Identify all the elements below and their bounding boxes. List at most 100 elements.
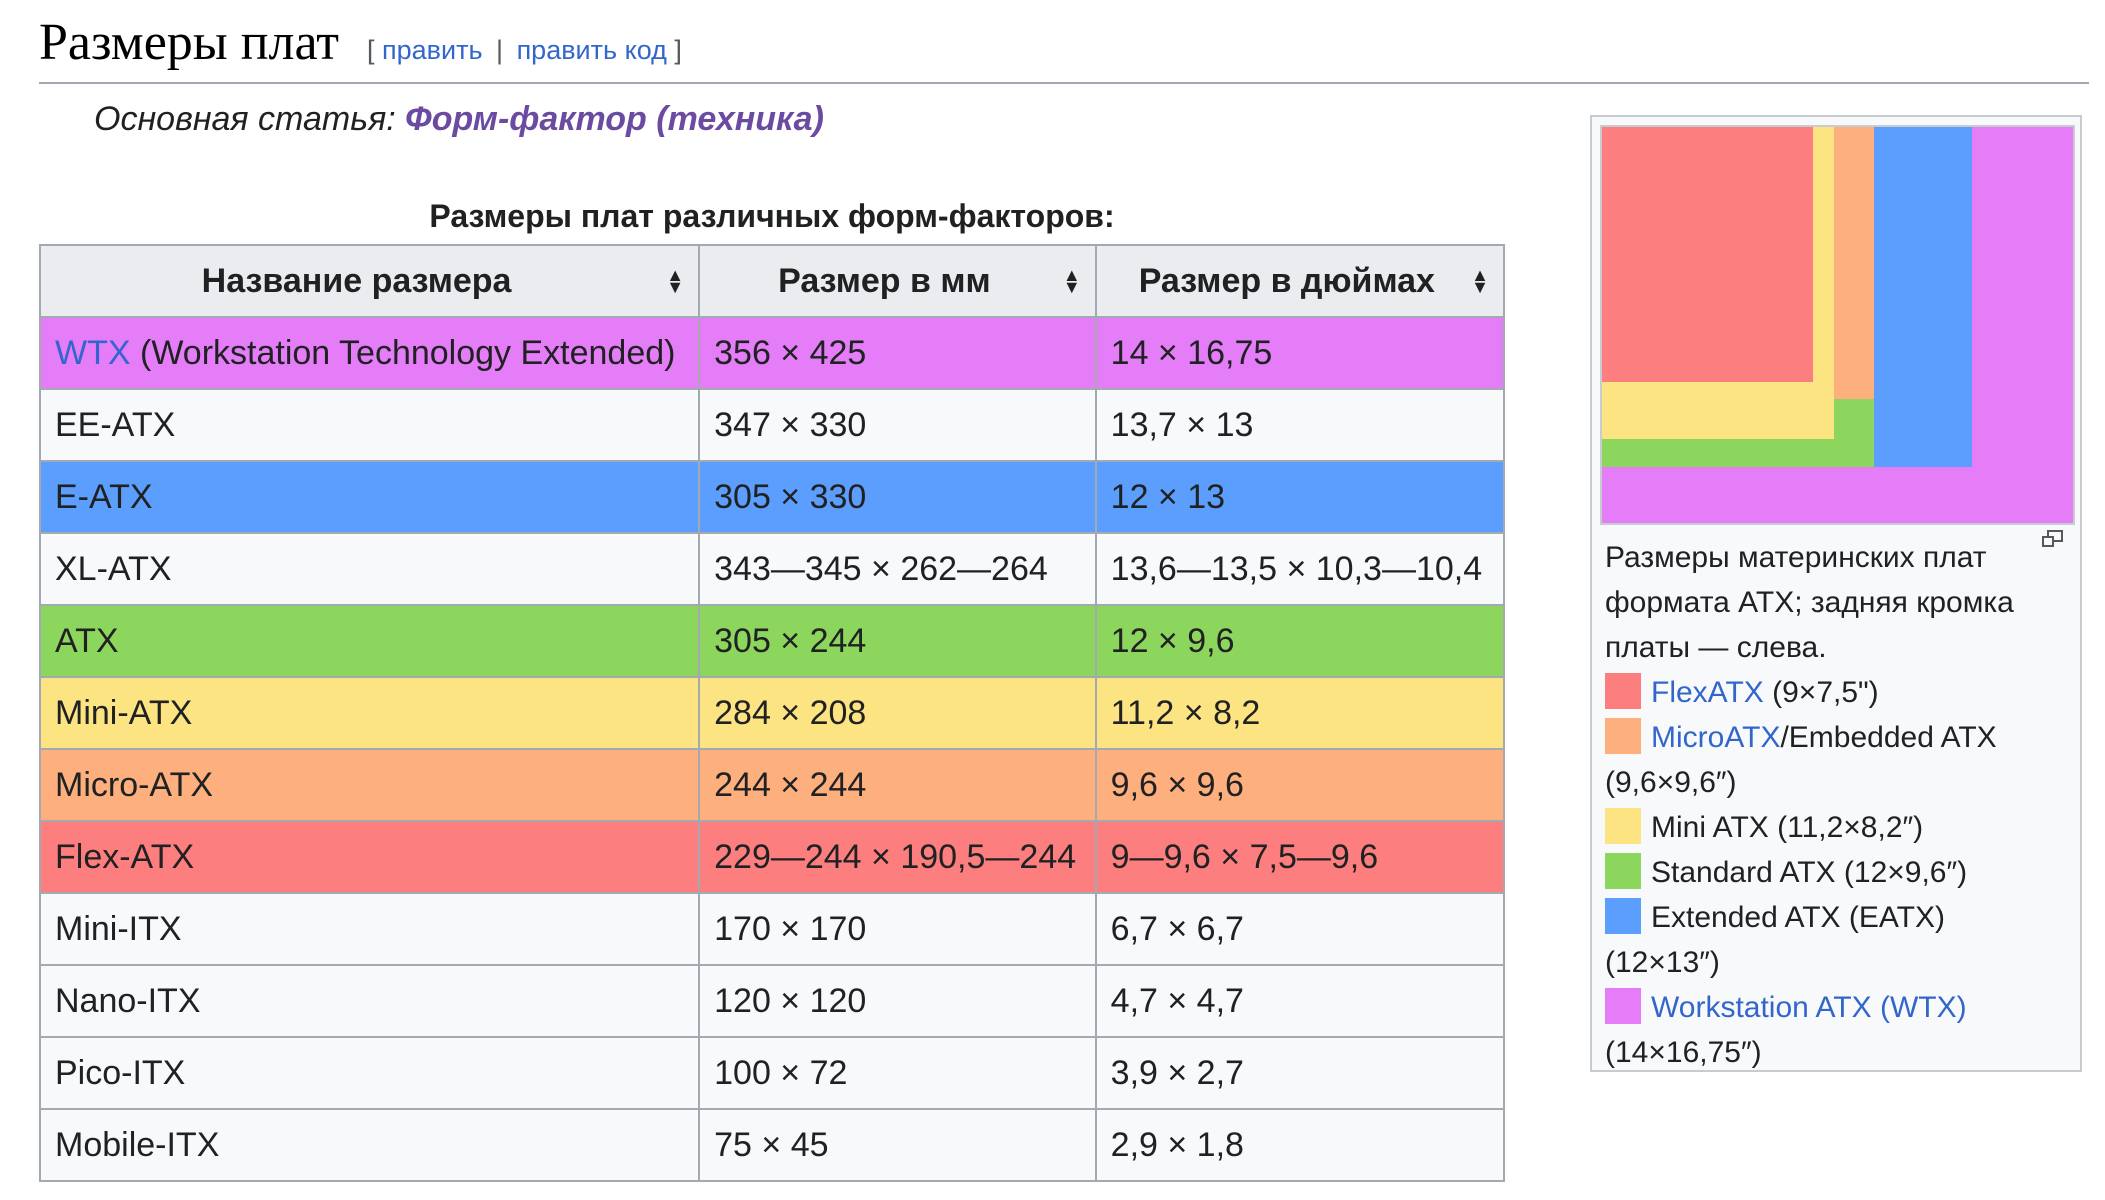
legend-item: Standard ATX (12×9,6″) [1605,850,2045,895]
cell-size-inch: 2,9 × 1,8 [1094,1108,1506,1182]
cell-size-name: Nano-ITX [38,964,701,1038]
cell-size-inch: 9—9,6 × 7,5—9,6 [1094,820,1506,894]
hatnote: Основная статья: Форм-фактор (техника) [94,100,824,139]
table-row: WTX (Workstation Technology Extended) 356… [38,316,1506,390]
legend-item: FlexATX (9×7,5") [1605,670,2045,715]
legend-text: /Embedded ATX (9,6×9,6″) [1605,721,1997,799]
table-row: Mobile-ITX 75 × 45 2,9 × 1,8 [38,1108,1506,1182]
cell-size-mm: 120 × 120 [698,964,1097,1038]
size-name-text: Mini-ITX [55,909,182,948]
table-row: Pico-ITX 100 × 72 3,9 × 2,7 [38,1036,1506,1110]
size-name-text: EE-ATX [55,405,176,444]
cell-size-mm: 100 × 72 [698,1036,1097,1110]
cell-size-inch: 12 × 13 [1094,460,1506,534]
size-name-text: Mobile-ITX [55,1125,220,1164]
cell-size-mm: 244 × 244 [698,748,1097,822]
cell-size-inch: 11,2 × 8,2 [1094,676,1506,750]
legend-item: MicroATX/Embedded ATX (9,6×9,6″) [1605,715,2045,805]
section-title: Размеры плат [39,14,339,71]
edit-link[interactable]: править [382,35,483,65]
cell-size-name: XL-ATX [38,532,701,606]
cell-size-name: Mobile-ITX [38,1108,701,1182]
cell-size-inch: 6,7 × 6,7 [1094,892,1506,966]
legend-link[interactable]: FlexATX [1651,676,1764,709]
sort-icon[interactable]: ▲ ▼ [666,265,685,297]
legend-text: Standard ATX (12×9,6″) [1651,856,1968,889]
size-name-link[interactable]: WTX [55,333,131,372]
atx-sizes-diagram [1602,127,2073,523]
cell-size-mm: 347 × 330 [698,388,1097,462]
hatnote-prefix: Основная статья: [94,100,406,138]
size-name-text: XL-ATX [55,549,172,588]
legend-item: Mini ATX (11,2×8,2″) [1605,805,2045,850]
table-row: Flex-ATX 229—244 × 190,5—244 9—9,6 × 7,5—9… [38,820,1506,894]
cell-size-mm: 356 × 425 [698,316,1097,390]
cell-size-inch: 13,7 × 13 [1094,388,1506,462]
legend-swatch [1605,808,1641,844]
flexatx-area [1602,127,1813,382]
size-name-text: ATX [55,621,119,660]
atx-sizes-image[interactable] [1600,125,2075,525]
table-row: Mini-ITX 170 × 170 6,7 × 6,7 [38,892,1506,966]
table-body: WTX (Workstation Technology Extended) 356… [38,316,1506,1182]
cell-size-mm: 284 × 208 [698,676,1097,750]
magnify-icon[interactable] [2042,530,2064,548]
legend: FlexATX (9×7,5") MicroATX/Embedded ATX (9… [1605,670,2045,1075]
section-heading: Размеры плат [ править | править код ] [39,8,2089,84]
legend-swatch [1605,988,1641,1024]
cell-size-mm: 305 × 330 [698,460,1097,534]
cell-size-inch: 12 × 9,6 [1094,604,1506,678]
column-header-mm[interactable]: Размер в мм ▲ ▼ [698,244,1097,318]
size-name-text: Mini-ATX [55,693,193,732]
table-row: XL-ATX 343—345 × 262—264 13,6—13,5 × 10,3—… [38,532,1506,606]
cell-size-mm: 305 × 244 [698,604,1097,678]
legend-link[interactable]: MicroATX [1651,721,1781,754]
size-name-text: Pico-ITX [55,1053,186,1092]
cell-size-mm: 170 × 170 [698,892,1097,966]
cell-size-name: Micro-ATX [38,748,701,822]
table-row: Mini-ATX 284 × 208 11,2 × 8,2 [38,676,1506,750]
size-name-text: Flex-ATX [55,837,195,876]
size-name-text: Nano-ITX [55,981,201,1020]
cell-size-name: EE-ATX [38,388,701,462]
legend-link[interactable]: Workstation ATX (WTX) [1651,991,1967,1024]
table-header-row: Название размера ▲ ▼ Размер в мм ▲ ▼ Разме… [38,244,1506,318]
legend-text: (9×7,5") [1763,676,1879,709]
edit-code-link[interactable]: править код [516,35,667,65]
cell-size-inch: 14 × 16,75 [1094,316,1506,390]
cell-size-name: Flex-ATX [38,820,701,894]
table-caption: Размеры плат различных форм-факторов: [429,198,1115,234]
legend-item: Extended ATX (EATX) (12×13″) [1605,895,2045,985]
legend-text: (14×16,75″) [1605,1036,1762,1069]
legend-text: Extended ATX (EATX) (12×13″) [1605,901,1946,979]
thumbnail-caption: Размеры материнских плат формата ATX; за… [1605,535,2045,1075]
cell-size-mm: 229—244 × 190,5—244 [698,820,1097,894]
table-row: Nano-ITX 120 × 120 4,7 × 4,7 [38,964,1506,1038]
cell-size-mm: 343—345 × 262—264 [698,532,1097,606]
column-header-name[interactable]: Название размера ▲ ▼ [38,244,701,318]
legend-swatch [1605,718,1641,754]
legend-swatch [1605,898,1641,934]
cell-size-inch: 4,7 × 4,7 [1094,964,1506,1038]
table-row: E-ATX 305 × 330 12 × 13 [38,460,1506,534]
cell-size-inch: 9,6 × 9,6 [1094,748,1506,822]
legend-swatch [1605,673,1641,709]
cell-size-name: E-ATX [38,460,701,534]
caption-description: Размеры материнских плат формата ATX; за… [1605,541,2014,664]
size-name-text: E-ATX [55,477,153,516]
sort-icon[interactable]: ▲ ▼ [1062,265,1081,297]
main-article-link[interactable]: Форм-фактор (техника) [405,100,824,138]
size-name-text: Micro-ATX [55,765,214,804]
edit-section: [ править | править код ] [366,35,682,65]
size-name-text: (Workstation Technology Extended) [130,333,676,372]
thumbnail-figure: Размеры материнских плат формата ATX; за… [1590,115,2082,1072]
cell-size-name: Mini-ATX [38,676,701,750]
cell-size-inch: 3,9 × 2,7 [1094,1036,1506,1110]
board-sizes-table-wrap: Размеры плат различных форм-факторов: На… [38,196,1506,1182]
cell-size-mm: 75 × 45 [698,1108,1097,1182]
sort-icon[interactable]: ▲ ▼ [1471,265,1489,297]
legend-text: Mini ATX (11,2×8,2″) [1651,811,1924,844]
column-header-inch[interactable]: Размер в дюймах ▲ ▼ [1094,244,1506,318]
cell-size-name: Mini-ITX [38,892,701,966]
cell-size-name: Pico-ITX [38,1036,701,1110]
